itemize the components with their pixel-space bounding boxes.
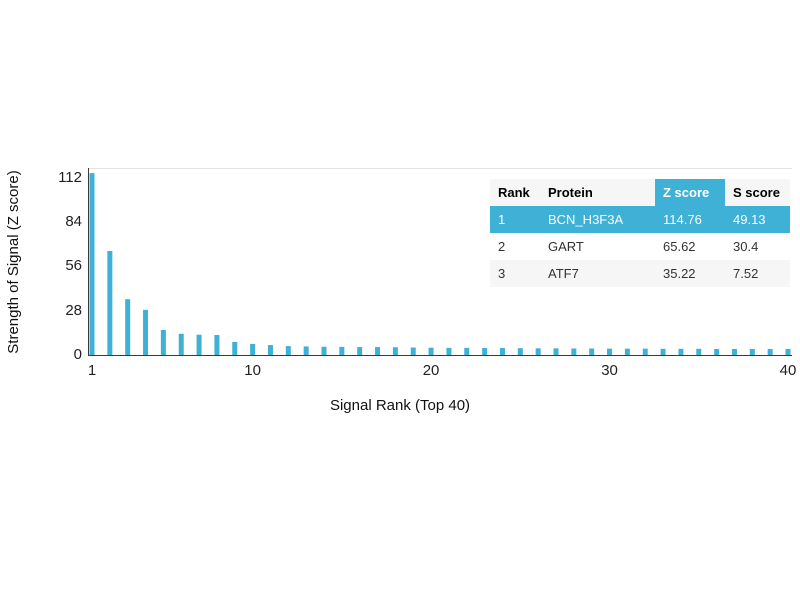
bar: [642, 348, 648, 355]
cell-s-score: 7.52: [725, 260, 790, 287]
table-header-row: Rank Protein Z score S score: [490, 179, 790, 206]
bar: [303, 346, 309, 355]
header-s-score: S score: [725, 179, 790, 206]
bar: [714, 348, 720, 355]
bar-plot: [88, 168, 792, 356]
bar: [571, 348, 577, 355]
y-tick-label: 28: [65, 301, 82, 319]
table-row: 1 BCN_H3F3A 114.76 49.13: [490, 206, 790, 233]
x-tick-label: 1: [87, 362, 97, 379]
y-tick-label: 0: [73, 346, 82, 363]
bar: [357, 347, 363, 355]
x-tick-label: 40: [779, 362, 797, 379]
cell-protein: BCN_H3F3A: [540, 206, 655, 233]
cell-s-score: 49.13: [725, 206, 790, 233]
bar: [392, 347, 398, 355]
bar: [696, 348, 702, 355]
bar: [196, 334, 202, 355]
cell-rank: 3: [490, 260, 540, 287]
bar: [375, 347, 381, 355]
bar: [250, 343, 256, 355]
bar: [428, 347, 434, 355]
x-tick-label: 30: [601, 362, 618, 379]
cell-z-score: 35.22: [655, 260, 725, 287]
bar: [178, 333, 184, 355]
bar: [499, 348, 505, 355]
y-tick-label: 84: [65, 212, 82, 230]
y-tick-label: 112: [58, 168, 82, 186]
cell-protein: ATF7: [540, 260, 655, 287]
bar: [731, 348, 737, 355]
bar: [464, 347, 470, 355]
table-row: 3 ATF7 35.22 7.52: [490, 260, 790, 287]
cell-z-score: 114.76: [655, 206, 725, 233]
bar: [89, 173, 95, 355]
bar: [446, 347, 452, 355]
cell-protein: GART: [540, 233, 655, 260]
bar: [678, 348, 684, 355]
x-tick-label: 20: [422, 362, 440, 379]
header-rank: Rank: [490, 179, 540, 206]
y-tick-label: 56: [65, 257, 82, 275]
bar: [125, 299, 131, 355]
bar: [785, 348, 791, 355]
bar: [517, 348, 523, 355]
cell-z-score: 65.62: [655, 233, 725, 260]
bar: [160, 329, 166, 355]
bar: [339, 346, 345, 355]
bar: [553, 348, 559, 355]
bar: [535, 348, 541, 355]
bar: [107, 251, 113, 355]
bar: [589, 348, 595, 355]
bar: [321, 346, 327, 355]
bar: [410, 347, 416, 355]
bar: [267, 345, 273, 355]
bar: [232, 342, 238, 355]
cell-s-score: 30.4: [725, 233, 790, 260]
bar: [143, 309, 149, 355]
x-tick-label: 10: [244, 362, 261, 379]
y-axis-label: Strength of Signal (Z score): [5, 170, 22, 354]
bar: [482, 348, 488, 355]
bar: [607, 348, 613, 355]
results-table: Rank Protein Z score S score 1 BCN_H3F3A…: [490, 179, 790, 287]
bar: [767, 348, 773, 355]
table-row: 2 GART 65.62 30.4: [490, 233, 790, 260]
cell-rank: 2: [490, 233, 540, 260]
x-axis-label: Signal Rank (Top 40): [329, 397, 471, 414]
header-z-score: Z score: [655, 179, 725, 206]
bar: [660, 348, 666, 355]
bar: [285, 346, 291, 355]
header-protein: Protein: [540, 179, 655, 206]
bar: [624, 348, 630, 355]
bar: [214, 335, 220, 355]
cell-rank: 1: [490, 206, 540, 233]
bar: [749, 348, 755, 355]
